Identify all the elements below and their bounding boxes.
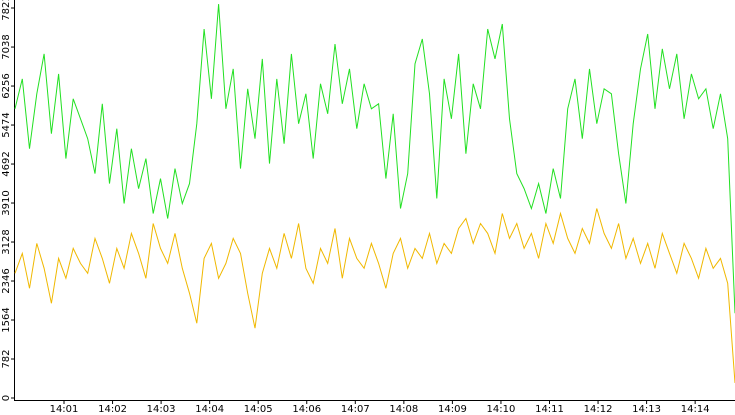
y-tick-label: 0 <box>1 395 12 401</box>
x-tick-label: 14:11 <box>535 404 564 415</box>
x-tick-label: 14:03 <box>147 404 176 415</box>
x-tick-label: 14:09 <box>438 404 467 415</box>
x-tick-label: 14:01 <box>50 404 79 415</box>
x-tick-label: 14:04 <box>195 404 224 415</box>
y-tick-label: 2346 <box>1 268 12 293</box>
series-line <box>14 4 735 314</box>
x-tick-label: 14:02 <box>98 404 127 415</box>
x-tick-label: 14:10 <box>487 404 516 415</box>
series-line <box>14 208 735 384</box>
y-tick-label: 3910 <box>1 190 12 215</box>
y-tick-label: 1564 <box>1 307 12 332</box>
y-tick-label: 5474 <box>1 112 12 137</box>
y-tick-label: 7038 <box>1 34 12 59</box>
y-tick-label: 6256 <box>1 73 12 98</box>
x-tick-label: 14:07 <box>341 404 370 415</box>
y-tick-label: 7821 <box>1 0 12 21</box>
x-tick-label: 14:06 <box>292 404 321 415</box>
x-tick-label: 14:14 <box>681 404 710 415</box>
y-tick-label: 782 <box>1 349 12 368</box>
y-tick-label: 4692 <box>1 151 12 176</box>
x-tick-label: 14:12 <box>584 404 613 415</box>
y-tick-label: 3128 <box>1 229 12 254</box>
x-tick-label: 14:08 <box>389 404 418 415</box>
x-tick-label: 14:13 <box>632 404 661 415</box>
x-tick-label: 14:05 <box>244 404 273 415</box>
